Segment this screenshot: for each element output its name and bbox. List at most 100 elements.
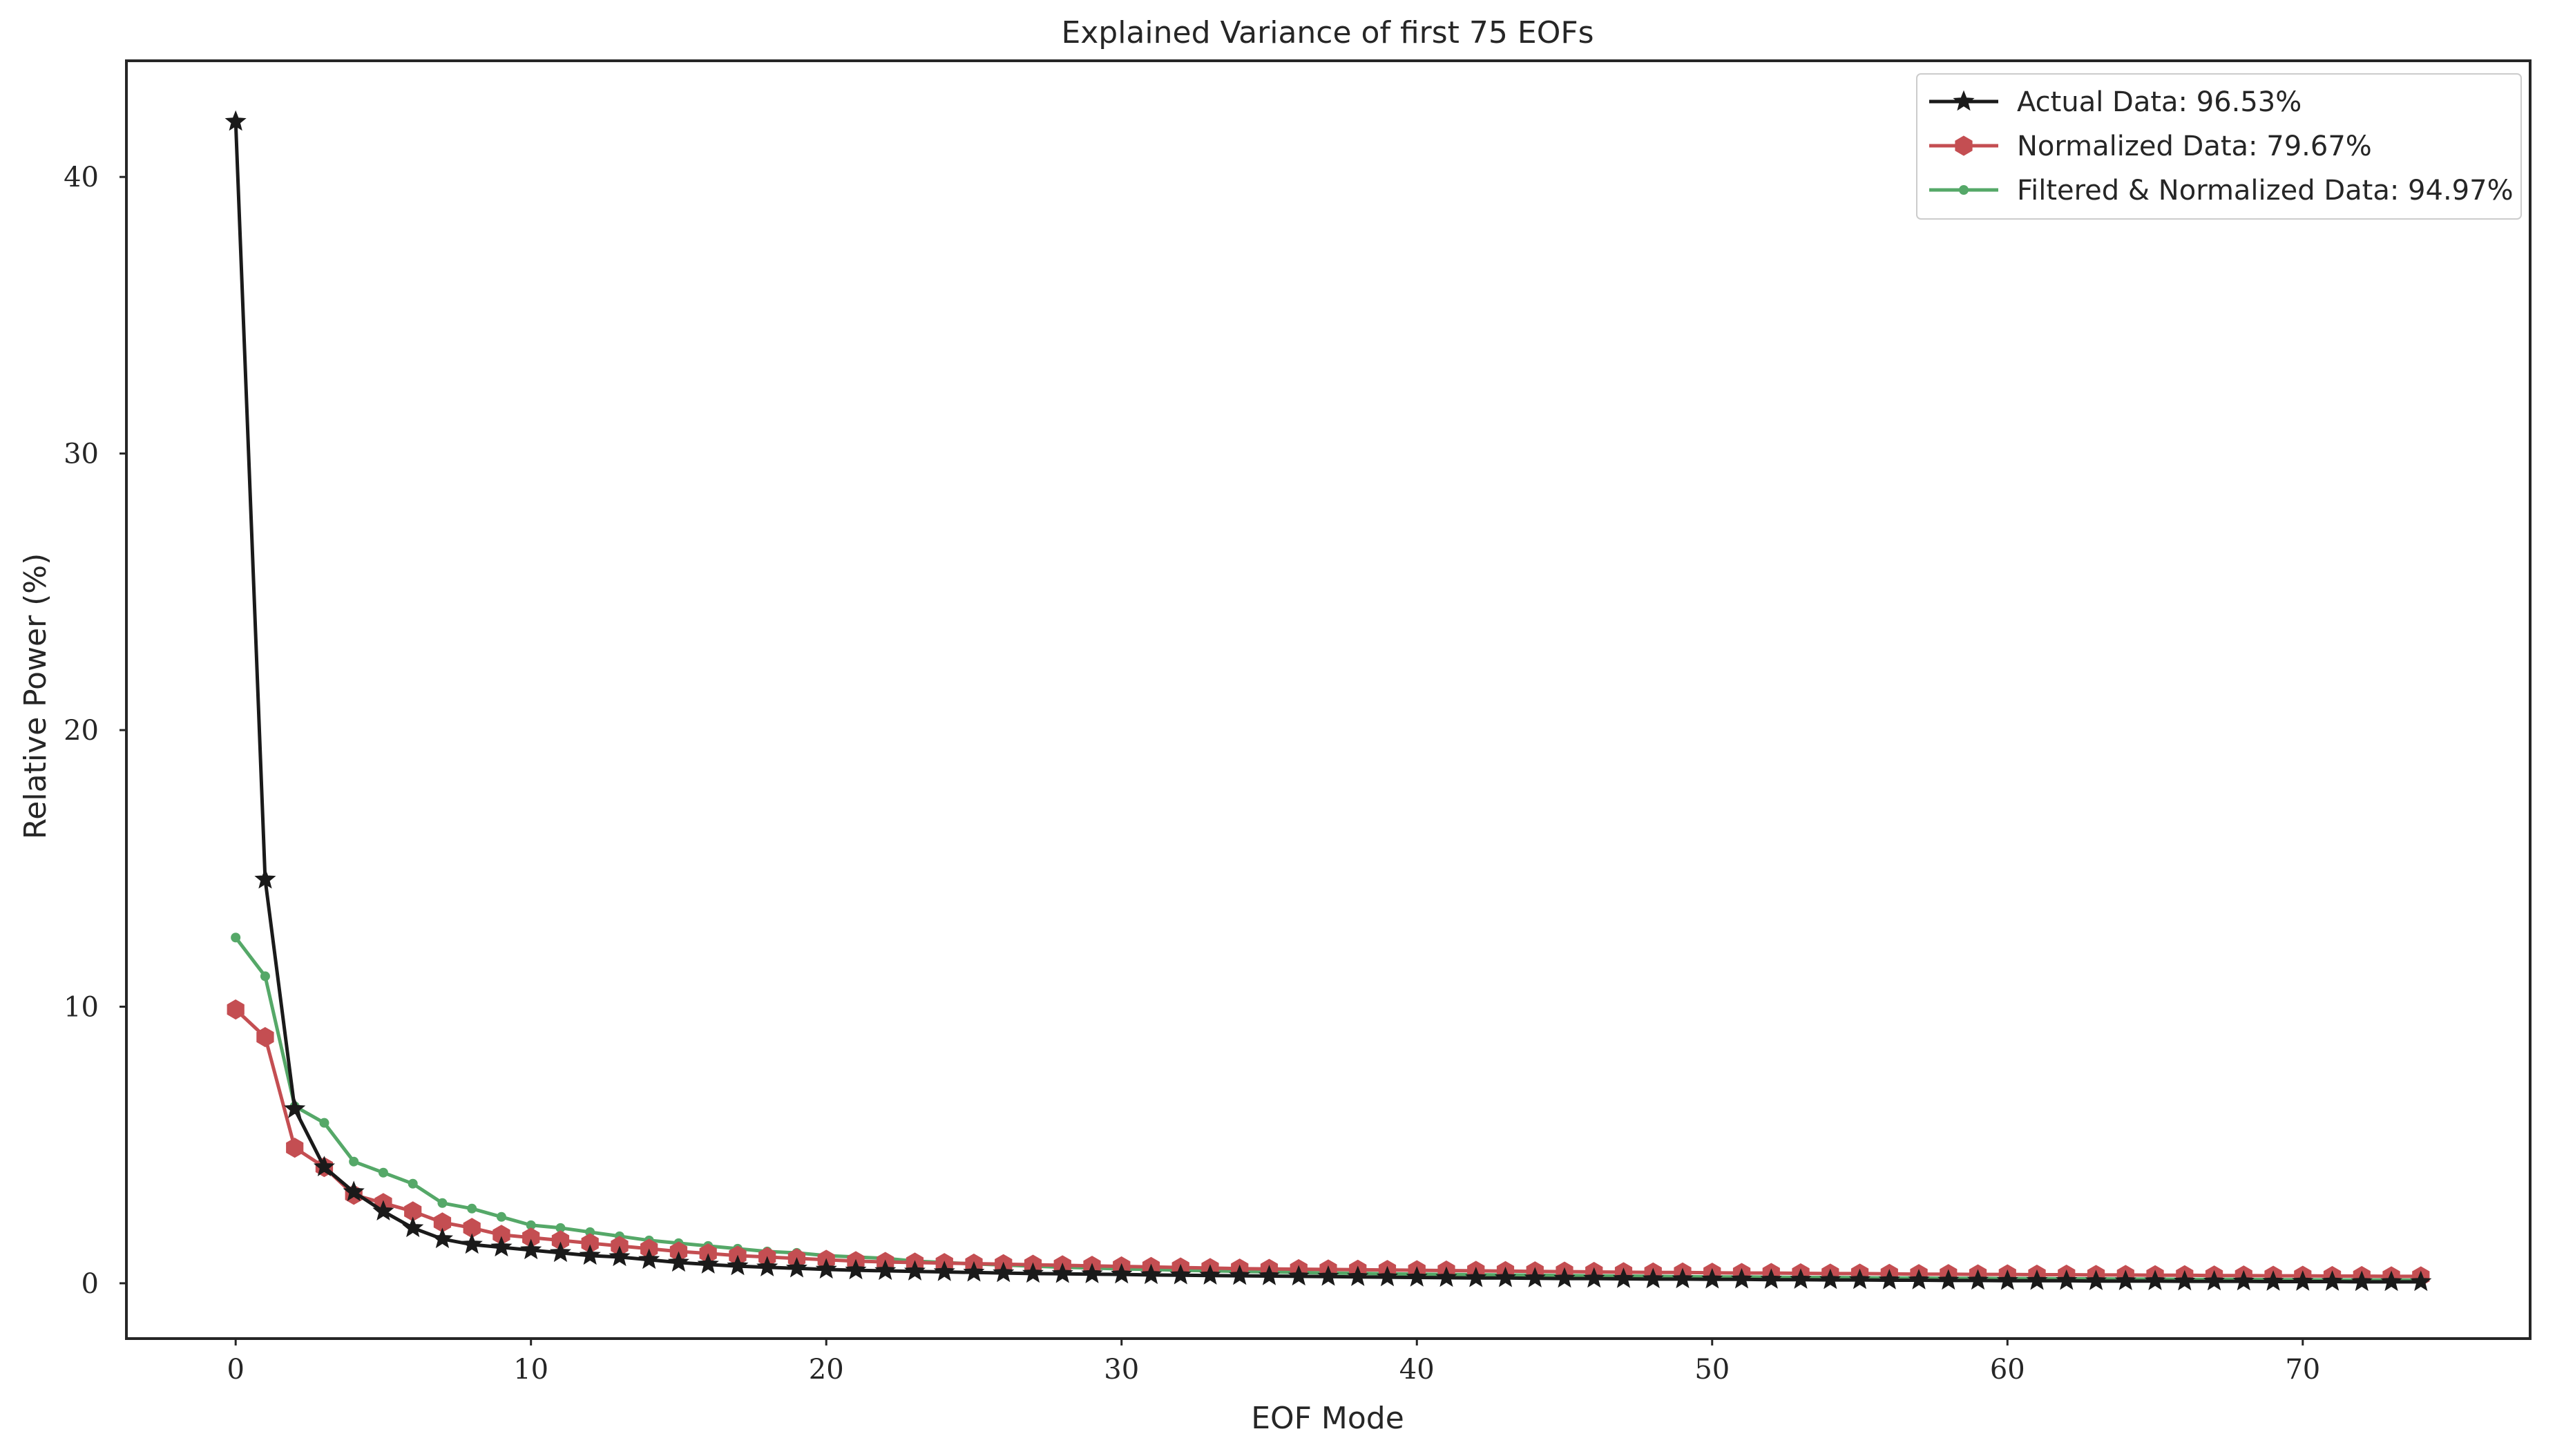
data-point <box>1613 1267 1635 1288</box>
data-point <box>490 1236 513 1257</box>
data-point <box>2410 1270 2432 1292</box>
data-point <box>638 1248 660 1270</box>
data-point <box>1967 1269 1989 1290</box>
data-point <box>343 1180 365 1202</box>
legend-box <box>1916 73 2522 220</box>
data-point <box>1878 1269 1900 1290</box>
data-point <box>461 1233 483 1254</box>
x-tick-label: 20 <box>809 1354 844 1386</box>
data-point <box>1494 1266 1517 1287</box>
data-point <box>2144 1270 2166 1290</box>
data-point <box>2292 1270 2314 1291</box>
data-point <box>520 1238 542 1260</box>
data-point <box>1229 1264 1251 1285</box>
data-point <box>1140 1263 1162 1285</box>
y-tick-label: 40 <box>64 162 99 193</box>
y-tick-label: 30 <box>64 439 99 470</box>
x-tick-label: 50 <box>1694 1354 1730 1386</box>
x-tick-label: 60 <box>1990 1354 2025 1386</box>
y-tick-label: 20 <box>64 715 99 747</box>
data-point <box>1642 1267 1664 1289</box>
data-point <box>1406 1266 1428 1287</box>
legend-entry: Normalized Data: 79.67% <box>1929 131 2372 162</box>
data-point <box>609 1245 631 1267</box>
data-point <box>1317 1265 1339 1286</box>
data-point <box>579 1244 601 1265</box>
data-point <box>585 1227 595 1237</box>
plot-area <box>224 110 2432 1292</box>
data-point <box>903 1260 926 1281</box>
data-point <box>2174 1270 2196 1291</box>
data-point <box>1435 1266 1457 1287</box>
data-point <box>1701 1267 1723 1289</box>
data-point <box>227 999 245 1020</box>
data-point <box>756 1256 778 1276</box>
data-point <box>1111 1263 1133 1284</box>
data-point <box>437 1198 448 1208</box>
x-tick-label: 30 <box>1104 1354 1139 1386</box>
data-point <box>431 1227 453 1249</box>
data-point <box>313 1156 336 1177</box>
x-tick-label: 10 <box>513 1354 548 1386</box>
y-tick-label: 0 <box>82 1268 99 1300</box>
data-point <box>1258 1265 1281 1285</box>
x-tick-label: 0 <box>227 1354 244 1386</box>
data-point <box>1731 1267 1753 1289</box>
data-point <box>256 1026 274 1048</box>
data-point <box>727 1254 749 1276</box>
data-point <box>1553 1267 1576 1288</box>
data-point <box>785 1256 807 1278</box>
data-point <box>1996 1269 2018 1290</box>
legend-label: Normalized Data: 79.67% <box>2017 131 2372 162</box>
x-tick-label: 40 <box>1399 1354 1435 1386</box>
y-axis-ticks: 0 10 20 30 40 <box>64 162 126 1300</box>
data-point <box>496 1211 506 1222</box>
data-point <box>1051 1262 1073 1283</box>
data-point <box>408 1178 418 1189</box>
data-point <box>319 1118 329 1128</box>
y-axis-label: Relative Power (%) <box>18 553 53 840</box>
legend-entry: Filtered & Normalized Data: 94.97% <box>1929 175 2514 207</box>
data-point <box>402 1216 424 1238</box>
data-point <box>1790 1268 1812 1289</box>
data-point <box>2321 1270 2344 1291</box>
data-point <box>2026 1269 2048 1290</box>
data-point <box>2056 1269 2078 1290</box>
data-point <box>933 1261 955 1281</box>
legend-marker <box>1955 135 1973 156</box>
data-point <box>2114 1270 2136 1290</box>
x-tick-label: 70 <box>2285 1354 2320 1386</box>
data-point <box>1672 1267 1694 1289</box>
data-point <box>2262 1270 2284 1291</box>
data-point <box>697 1253 719 1274</box>
data-point <box>231 932 241 943</box>
x-axis-label: EOF Mode <box>1251 1401 1404 1436</box>
data-point <box>1376 1265 1399 1287</box>
data-point <box>549 1241 571 1263</box>
data-point <box>260 971 270 981</box>
data-point <box>963 1261 985 1282</box>
x-axis-ticks: 0 10 20 30 40 50 60 70 <box>227 1339 2320 1386</box>
data-point <box>1908 1269 1930 1290</box>
data-point <box>526 1220 536 1230</box>
data-point <box>224 110 247 131</box>
data-point <box>1022 1262 1044 1283</box>
data-point <box>2232 1270 2255 1291</box>
legend-marker <box>1959 185 1969 195</box>
legend-label: Actual Data: 96.53% <box>2017 86 2302 118</box>
data-point <box>845 1258 867 1280</box>
legend-entry: Actual Data: 96.53% <box>1929 86 2302 118</box>
data-point <box>349 1156 359 1167</box>
data-point <box>2203 1270 2226 1291</box>
data-point <box>1760 1268 1782 1289</box>
data-point <box>1199 1264 1221 1285</box>
legend-marker <box>1953 90 1975 111</box>
data-point <box>1288 1265 1310 1286</box>
data-point <box>555 1223 566 1233</box>
chart-title: Explained Variance of first 75 EOFs <box>1061 15 1594 50</box>
data-point <box>467 1203 477 1214</box>
data-point <box>2351 1270 2373 1292</box>
data-point <box>1583 1267 1605 1288</box>
data-point <box>667 1251 689 1272</box>
